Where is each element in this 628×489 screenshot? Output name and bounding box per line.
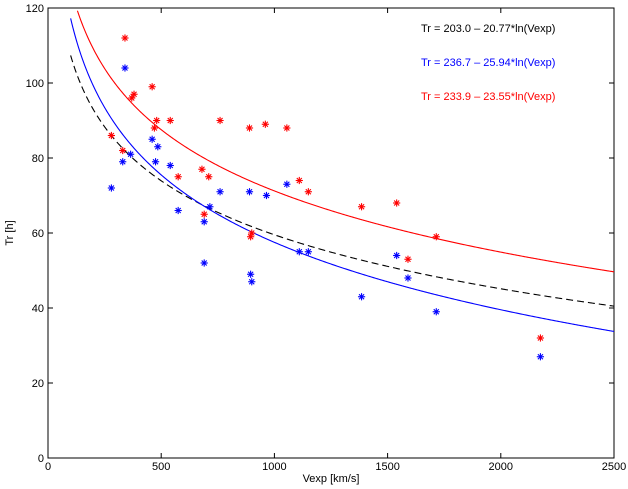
data-point xyxy=(198,165,206,173)
data-point xyxy=(248,278,256,286)
x-tick-label: 2500 xyxy=(602,461,626,473)
legend-entry: Tr = 236.7 – 25.94*ln(Vexp) xyxy=(421,57,555,69)
data-point xyxy=(154,143,162,151)
data-point xyxy=(357,203,366,211)
data-points xyxy=(107,34,545,361)
data-point xyxy=(150,124,159,132)
data-point xyxy=(148,83,156,91)
legend-entry: Tr = 203.0 – 20.77*ln(Vexp) xyxy=(421,23,555,35)
data-point xyxy=(245,188,254,196)
data-point xyxy=(357,293,366,301)
data-point xyxy=(200,218,208,226)
data-point xyxy=(404,274,412,282)
y-tick-label: 120 xyxy=(26,3,44,15)
legend: Tr = 203.0 – 20.77*ln(Vexp) Tr = 236.7 – … xyxy=(421,23,555,103)
data-point xyxy=(151,158,160,166)
data-point xyxy=(130,90,138,98)
data-point xyxy=(128,94,136,102)
data-point xyxy=(200,259,208,267)
data-point xyxy=(295,248,303,256)
y-axis-label: Tr [h] xyxy=(4,220,16,245)
data-point xyxy=(393,199,401,207)
data-point xyxy=(119,146,127,155)
x-tick-label: 1500 xyxy=(375,461,399,473)
x-axis: 0 500 1000 1500 2000 2500 xyxy=(45,8,626,473)
data-point xyxy=(216,188,224,196)
x-tick-label: 500 xyxy=(152,461,170,473)
data-point xyxy=(174,173,182,181)
data-point xyxy=(107,131,115,140)
data-point xyxy=(248,229,256,237)
data-point xyxy=(153,116,161,125)
plot-area xyxy=(47,7,615,459)
data-point xyxy=(107,184,115,192)
y-tick-label: 60 xyxy=(32,228,44,240)
data-point xyxy=(283,124,291,132)
data-point xyxy=(121,34,129,42)
data-point xyxy=(206,203,214,211)
data-point xyxy=(127,150,135,158)
data-point xyxy=(119,158,127,166)
data-point xyxy=(304,188,312,196)
data-point xyxy=(262,191,271,200)
data-point xyxy=(121,64,129,72)
data-point xyxy=(536,334,545,342)
data-point xyxy=(432,308,440,316)
data-point xyxy=(174,206,182,215)
data-point xyxy=(247,270,255,278)
legend-entry: Tr = 233.9 – 23.55*ln(Vexp) xyxy=(421,91,555,103)
data-point xyxy=(200,210,208,218)
data-point xyxy=(245,124,254,132)
x-tick-label: 2000 xyxy=(489,461,513,473)
fit-curves xyxy=(70,10,615,333)
y-tick-label: 20 xyxy=(32,378,44,390)
y-tick-label: 80 xyxy=(32,153,44,165)
data-point xyxy=(261,120,269,128)
data-point xyxy=(205,173,213,181)
y-tick-label: 0 xyxy=(38,453,44,465)
data-point xyxy=(216,116,224,125)
data-point xyxy=(404,255,412,263)
data-point xyxy=(166,161,174,170)
fit-curve-1 xyxy=(70,18,615,333)
y-axis: 0 20 40 60 80 100 120 xyxy=(26,3,614,465)
fit-curve-2 xyxy=(76,10,615,273)
y-tick-label: 100 xyxy=(26,78,44,90)
data-point xyxy=(304,248,312,256)
x-tick-label: 1000 xyxy=(262,461,286,473)
x-tick-label: 0 xyxy=(45,461,51,473)
data-point xyxy=(166,116,174,125)
data-point xyxy=(295,176,303,185)
data-point xyxy=(148,135,156,143)
data-point xyxy=(432,233,440,241)
y-tick-label: 40 xyxy=(32,303,44,315)
data-point xyxy=(536,353,545,361)
x-axis-label: Vexp [km/s] xyxy=(303,473,360,485)
data-point xyxy=(393,251,401,260)
data-point xyxy=(283,180,291,188)
fit-curve-0 xyxy=(70,55,615,307)
